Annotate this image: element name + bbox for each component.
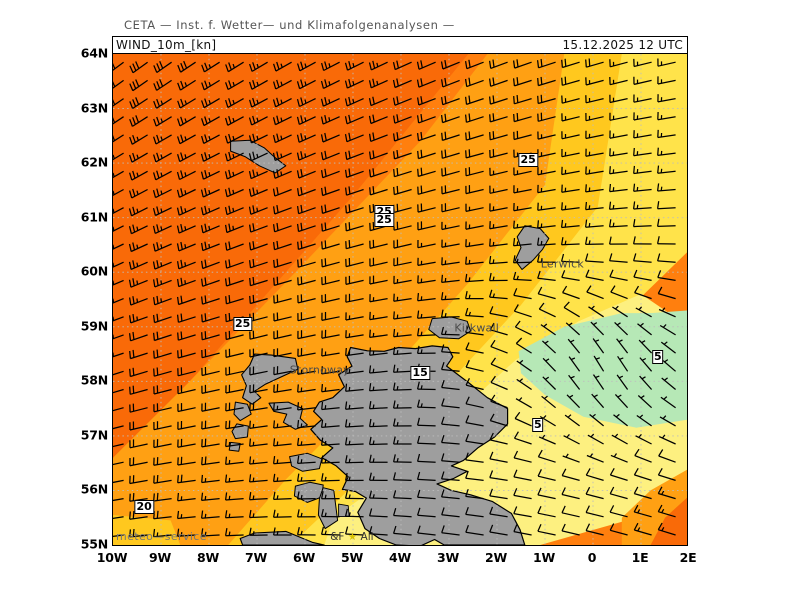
longitude-tick-label: 1W bbox=[532, 550, 556, 565]
contour-value-label: 15 bbox=[410, 366, 430, 381]
longitude-axis: 10W 9W 8W 7W 6W 5W 4W 3W 2W 1W 0 1E 2E bbox=[97, 550, 697, 574]
latitude-tick-label: 60N bbox=[80, 263, 108, 279]
institute-title: CETA — Inst. f. Wetter— und Klimafolgena… bbox=[124, 18, 455, 32]
latitude-tick-label: 57N bbox=[80, 427, 108, 443]
contour-value-label: 20 bbox=[134, 499, 154, 514]
station-scope-label: All bbox=[360, 531, 374, 544]
longitude-tick-label: 9W bbox=[148, 550, 172, 565]
longitude-tick-label: 10W bbox=[96, 550, 128, 565]
city-label-lerwick: Lerwick bbox=[540, 257, 584, 271]
plot-header-strip: WIND_10m_[kn] 15.12.2025 12 UTC bbox=[113, 37, 687, 54]
latitude-tick-label: 56N bbox=[80, 481, 108, 497]
contour-value-label: 5 bbox=[651, 349, 664, 364]
latitude-tick-label: 61N bbox=[80, 209, 108, 225]
contour-value-label: 25 bbox=[518, 153, 538, 168]
contour-value-label: 25 bbox=[232, 317, 253, 332]
contour-value-label: 25 bbox=[374, 213, 394, 228]
longitude-tick-label: 4W bbox=[388, 550, 412, 565]
longitude-tick-label: 6W bbox=[292, 550, 316, 565]
star-icon: ★ bbox=[347, 531, 358, 544]
contour-value-label: 5 bbox=[531, 417, 544, 432]
longitude-tick-label: 8W bbox=[196, 550, 220, 565]
latitude-tick-label: 62N bbox=[80, 154, 108, 170]
latitude-tick-label: 55N bbox=[80, 536, 108, 552]
longitude-tick-label: 3W bbox=[436, 550, 460, 565]
latitude-tick-label: 59N bbox=[80, 318, 108, 334]
longitude-tick-label: 2E bbox=[679, 550, 697, 565]
datetime-label: 15.12.2025 12 UTC bbox=[562, 38, 683, 52]
latitude-tick-label: 63N bbox=[80, 100, 108, 116]
longitude-tick-label: 5W bbox=[340, 550, 364, 565]
latitude-axis: 64N 63N 62N 61N 60N 59N 58N 57N 56N 55N bbox=[58, 36, 172, 552]
latitude-tick-label: 64N bbox=[80, 45, 108, 61]
city-label-stornoway: Stornoway bbox=[289, 363, 350, 377]
station-marker-label: &F ★ All bbox=[330, 531, 373, 543]
watermark-meteo-service: meteo—service bbox=[116, 530, 207, 543]
longitude-tick-label: 7W bbox=[244, 550, 268, 565]
longitude-tick-label: 2W bbox=[484, 550, 508, 565]
latitude-tick-label: 58N bbox=[80, 372, 108, 388]
map-canvas bbox=[113, 54, 687, 545]
station-prefix: &F bbox=[330, 531, 345, 544]
city-label-kirkwall: Kirkwall bbox=[454, 321, 500, 335]
longitude-tick-label: 1E bbox=[631, 550, 649, 565]
longitude-tick-label: 0 bbox=[587, 550, 597, 565]
map-plot-area: 25 25 25 25 20 15 5 5 Lerwick Kirkwall Stornoway … bbox=[112, 36, 688, 546]
parameter-label: WIND_10m_[kn] bbox=[116, 38, 217, 52]
